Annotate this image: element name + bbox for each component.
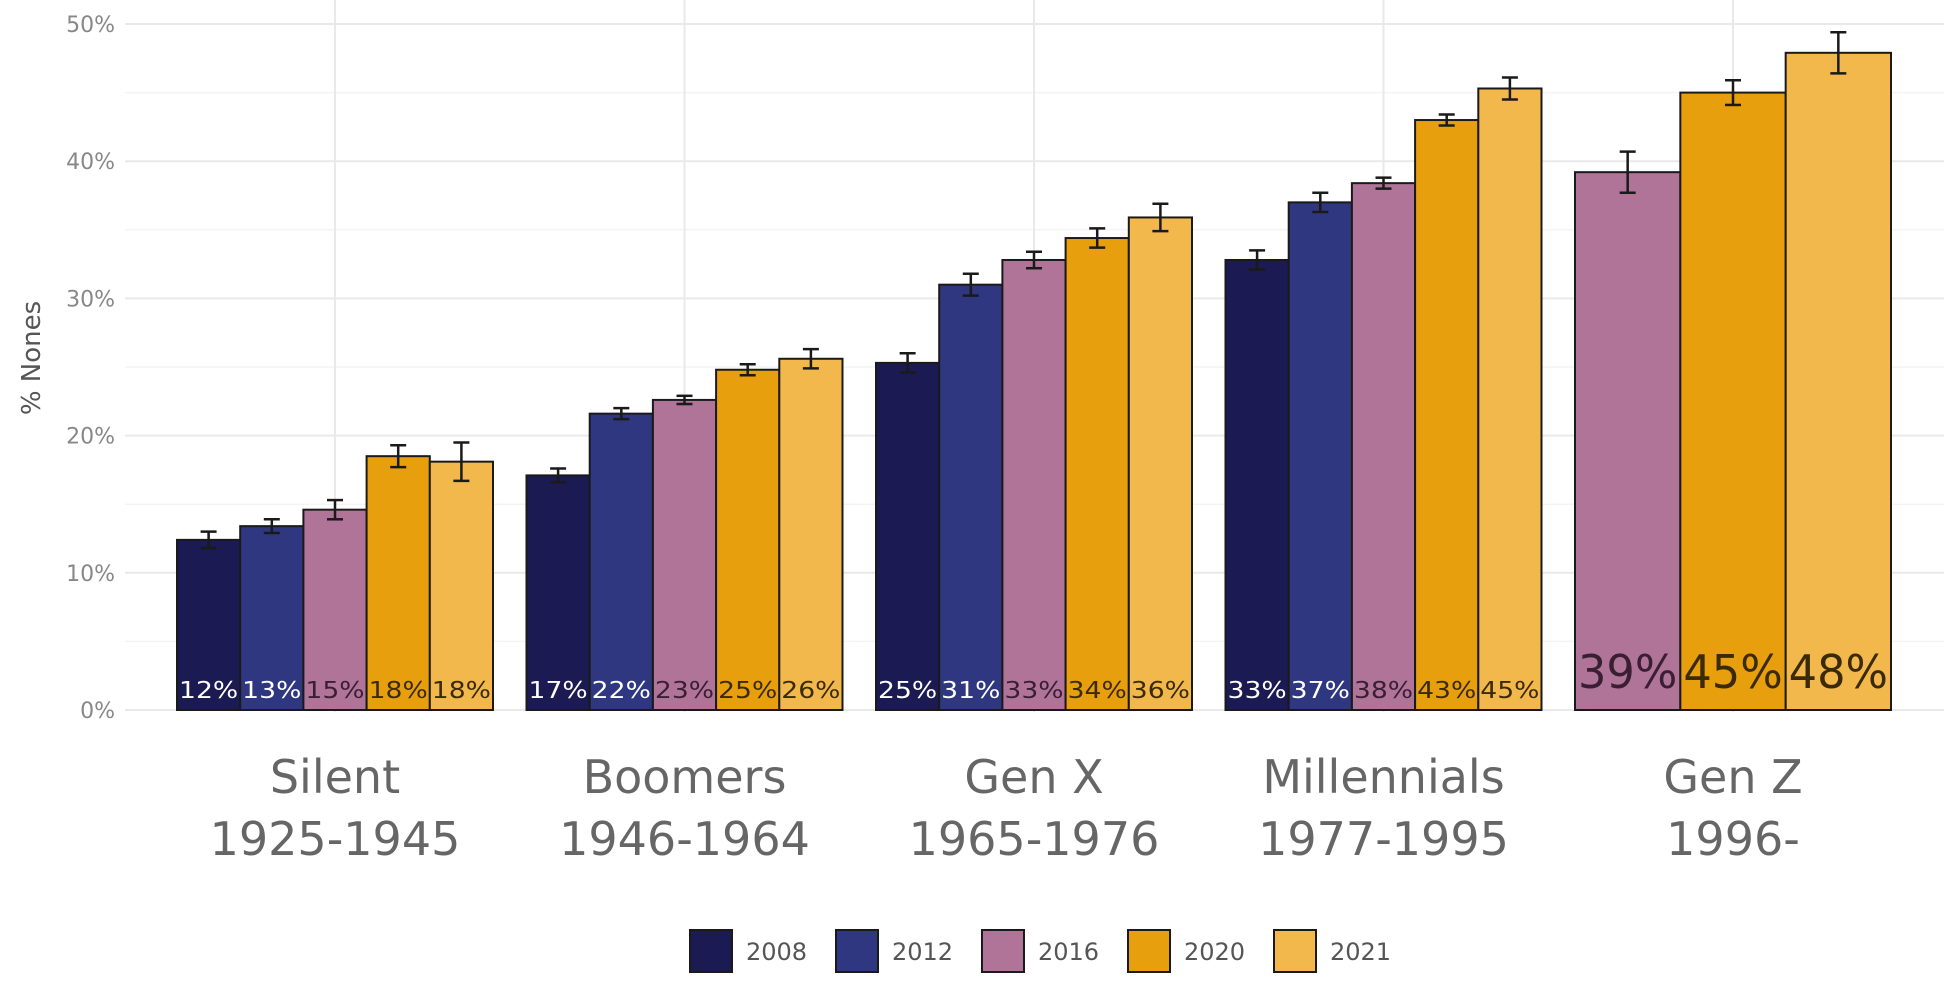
y-tick-label: 40% — [66, 150, 115, 175]
legend: 2008 2012 2016 2020 2021 — [689, 929, 1391, 973]
legend-label: 2016 — [1038, 938, 1099, 966]
legend-swatch — [1127, 929, 1171, 973]
bar — [1287, 201, 1353, 712]
legend-swatch — [981, 929, 1025, 973]
bar-value-label: 33% — [1228, 678, 1287, 704]
x-category-label: Millennials — [1262, 750, 1504, 804]
bar — [938, 283, 1004, 711]
legend-label: 2012 — [892, 938, 953, 966]
bar-value-label: 34% — [1068, 678, 1127, 704]
bar-value-label: 25% — [718, 678, 777, 704]
bar-value-label: 45% — [1683, 645, 1782, 699]
bar-value-label: 25% — [878, 678, 937, 704]
bar-value-label: 45% — [1480, 678, 1539, 704]
y-axis-title: % Nones — [17, 301, 47, 415]
y-tick-label: 50% — [66, 13, 115, 38]
bar-value-label: 17% — [529, 678, 588, 704]
y-tick-label: 20% — [66, 425, 115, 450]
bar-value-label: 13% — [242, 678, 301, 704]
bar — [875, 361, 941, 711]
y-tick-label: 30% — [66, 287, 115, 312]
x-category-label: 1925-1945 — [210, 812, 461, 866]
bar-value-label: 33% — [1004, 678, 1063, 704]
x-category-label: 1996- — [1666, 812, 1800, 866]
bar-value-label: 43% — [1417, 678, 1476, 704]
legend-label: 2020 — [1184, 938, 1245, 966]
x-axis: Silent 1925-1945 Boomers 1946-1964 Gen X 1965… — [210, 750, 1803, 866]
x-category-label: 1946-1964 — [559, 812, 810, 866]
bar — [428, 460, 494, 711]
bar — [651, 398, 718, 711]
legend-swatch — [689, 929, 733, 973]
y-tick-label: 0% — [80, 699, 115, 724]
bar-value-label: 39% — [1578, 645, 1677, 699]
bar — [302, 508, 368, 711]
x-category-label: Boomers — [583, 750, 787, 804]
bar — [1001, 258, 1067, 711]
bar — [588, 412, 654, 711]
legend-label: 2021 — [1330, 938, 1391, 966]
bar-value-label: 23% — [655, 678, 714, 704]
legend-label: 2008 — [746, 938, 807, 966]
x-category-label: Gen Z — [1663, 750, 1802, 804]
x-category-label: Silent — [270, 750, 400, 804]
bar — [715, 368, 781, 711]
bar-value-label: 15% — [305, 678, 364, 704]
bar — [525, 474, 591, 711]
bar — [1064, 237, 1130, 711]
bar-value-label: 22% — [592, 678, 651, 704]
bar-value-label: 26% — [781, 678, 840, 704]
x-category-label: 1965-1976 — [909, 812, 1160, 866]
x-category-label: 1977-1995 — [1258, 812, 1509, 866]
legend-swatch — [835, 929, 879, 973]
bar — [1127, 216, 1194, 711]
bar — [1784, 51, 1892, 711]
bar-value-label: 36% — [1131, 678, 1190, 704]
bar — [1477, 87, 1543, 711]
x-category-label: Gen X — [964, 750, 1103, 804]
bar — [1224, 258, 1290, 711]
bar — [1679, 91, 1787, 712]
legend-swatch — [1273, 929, 1317, 973]
y-axis: 0% 10% 20% 30% 40% 50% — [66, 13, 115, 724]
bar-value-label: 18% — [369, 678, 428, 704]
bar-value-label: 38% — [1354, 678, 1413, 704]
bar-value-label: 31% — [941, 678, 1000, 704]
bar-value-label: 37% — [1291, 678, 1350, 704]
y-tick-label: 10% — [66, 562, 115, 587]
bars: 12% 13% 15% 18% 18% 17% 22% 23% 25% 26% 25% 31% 33% 3… — [176, 30, 1892, 712]
bar — [176, 538, 242, 712]
bar — [1350, 182, 1417, 712]
bar-value-label: 48% — [1789, 645, 1888, 699]
bar — [778, 357, 844, 711]
bar-value-label: 18% — [432, 678, 491, 704]
bar-value-label: 12% — [179, 678, 238, 704]
bar — [1414, 119, 1480, 712]
bar — [1574, 171, 1682, 711]
bar — [365, 455, 431, 711]
